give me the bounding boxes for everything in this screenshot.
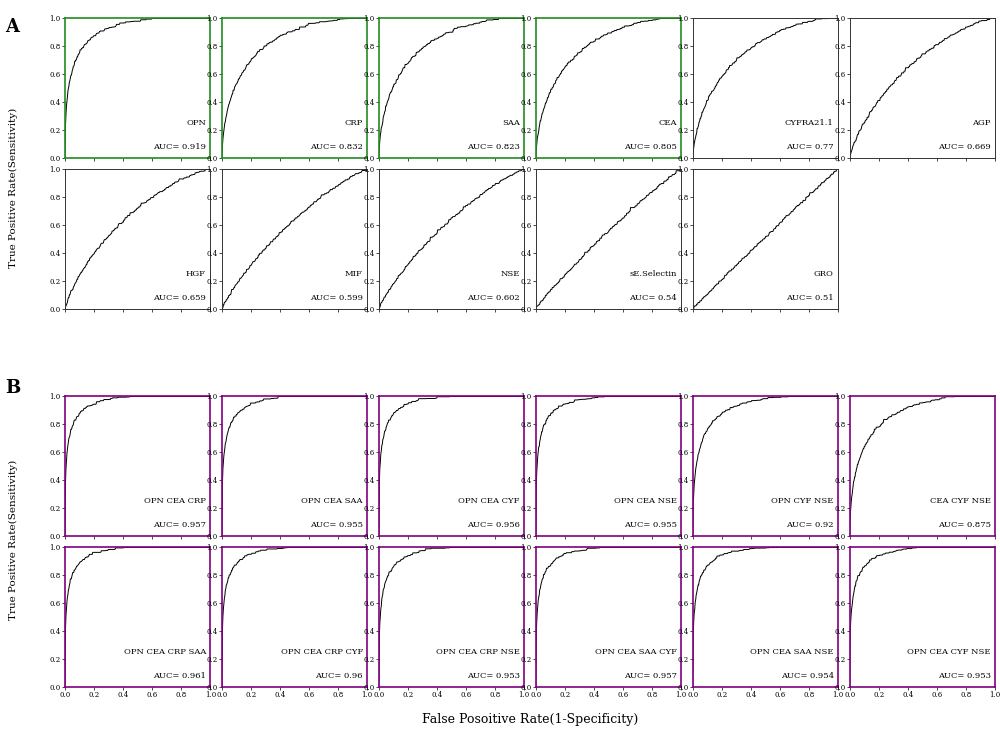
Text: OPN CEA CRP NSE: OPN CEA CRP NSE [436, 648, 520, 656]
Text: AUC= 0.805: AUC= 0.805 [624, 143, 677, 151]
Text: OPN CEA CRP SAA: OPN CEA CRP SAA [124, 648, 206, 656]
Text: OPN CEA CYF NSE: OPN CEA CYF NSE [907, 648, 991, 656]
Text: AUC= 0.955: AUC= 0.955 [624, 521, 677, 529]
Text: MIF: MIF [345, 270, 363, 279]
Text: AUC= 0.961: AUC= 0.961 [153, 673, 206, 680]
Text: AUC= 0.599: AUC= 0.599 [310, 294, 363, 302]
Text: AUC= 0.77: AUC= 0.77 [786, 143, 834, 151]
Text: AGP: AGP [972, 119, 991, 127]
Text: OPN CEA SAA CYF: OPN CEA SAA CYF [595, 648, 677, 656]
Text: AUC= 0.957: AUC= 0.957 [624, 673, 677, 680]
Text: AUC= 0.669: AUC= 0.669 [938, 143, 991, 151]
Text: AUC= 0.953: AUC= 0.953 [467, 673, 520, 680]
Text: AUC= 0.953: AUC= 0.953 [938, 673, 991, 680]
Text: B: B [5, 379, 20, 396]
Text: OPN CEA NSE: OPN CEA NSE [614, 498, 677, 506]
Text: OPN CEA CRP: OPN CEA CRP [144, 498, 206, 506]
Text: CEA CYF NSE: CEA CYF NSE [930, 498, 991, 506]
Text: AUC= 0.955: AUC= 0.955 [310, 521, 363, 529]
Text: OPN CEA SAA NSE: OPN CEA SAA NSE [750, 648, 834, 656]
Text: AUC= 0.956: AUC= 0.956 [467, 521, 520, 529]
Text: sE.Selectin: sE.Selectin [629, 270, 677, 279]
Text: AUC= 0.919: AUC= 0.919 [153, 143, 206, 151]
Text: HGF: HGF [186, 270, 206, 279]
Text: CRP: CRP [345, 119, 363, 127]
Text: NSE: NSE [500, 270, 520, 279]
Text: CYFRA21.1: CYFRA21.1 [785, 119, 834, 127]
Text: OPN CEA CYF: OPN CEA CYF [458, 498, 520, 506]
Text: AUC= 0.823: AUC= 0.823 [467, 143, 520, 151]
Text: OPN: OPN [186, 119, 206, 127]
Text: CEA: CEA [658, 119, 677, 127]
Text: AUC= 0.957: AUC= 0.957 [153, 521, 206, 529]
Text: True Positive Rate(Sensitivity): True Positive Rate(Sensitivity) [8, 107, 18, 268]
Text: AUC= 0.51: AUC= 0.51 [786, 294, 834, 302]
Text: OPN CYF NSE: OPN CYF NSE [771, 498, 834, 506]
Text: OPN CEA SAA: OPN CEA SAA [301, 498, 363, 506]
Text: GRO: GRO [814, 270, 834, 279]
Text: AUC= 0.954: AUC= 0.954 [781, 673, 834, 680]
Text: AUC= 0.602: AUC= 0.602 [467, 294, 520, 302]
Text: False Posoitive Rate(1-Specificity): False Posoitive Rate(1-Specificity) [422, 713, 638, 726]
Text: True Positive Rate(Sensitivity): True Positive Rate(Sensitivity) [8, 460, 18, 620]
Text: A: A [5, 18, 19, 36]
Text: SAA: SAA [502, 119, 520, 127]
Text: OPN CEA CRP CYF: OPN CEA CRP CYF [281, 648, 363, 656]
Text: AUC= 0.54: AUC= 0.54 [629, 294, 677, 302]
Text: AUC= 0.875: AUC= 0.875 [938, 521, 991, 529]
Text: AUC= 0.96: AUC= 0.96 [315, 673, 363, 680]
Text: AUC= 0.832: AUC= 0.832 [310, 143, 363, 151]
Text: AUC= 0.659: AUC= 0.659 [153, 294, 206, 302]
Text: AUC= 0.92: AUC= 0.92 [786, 521, 834, 529]
